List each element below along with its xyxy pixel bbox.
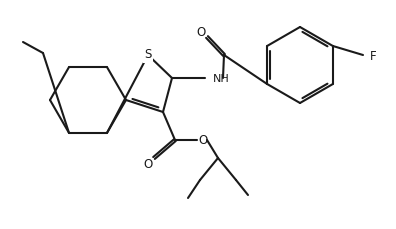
- Text: S: S: [144, 49, 152, 62]
- Text: O: O: [143, 158, 152, 171]
- Text: O: O: [198, 134, 208, 147]
- Text: O: O: [196, 25, 206, 38]
- Text: F: F: [370, 49, 377, 63]
- Text: NH: NH: [213, 74, 230, 84]
